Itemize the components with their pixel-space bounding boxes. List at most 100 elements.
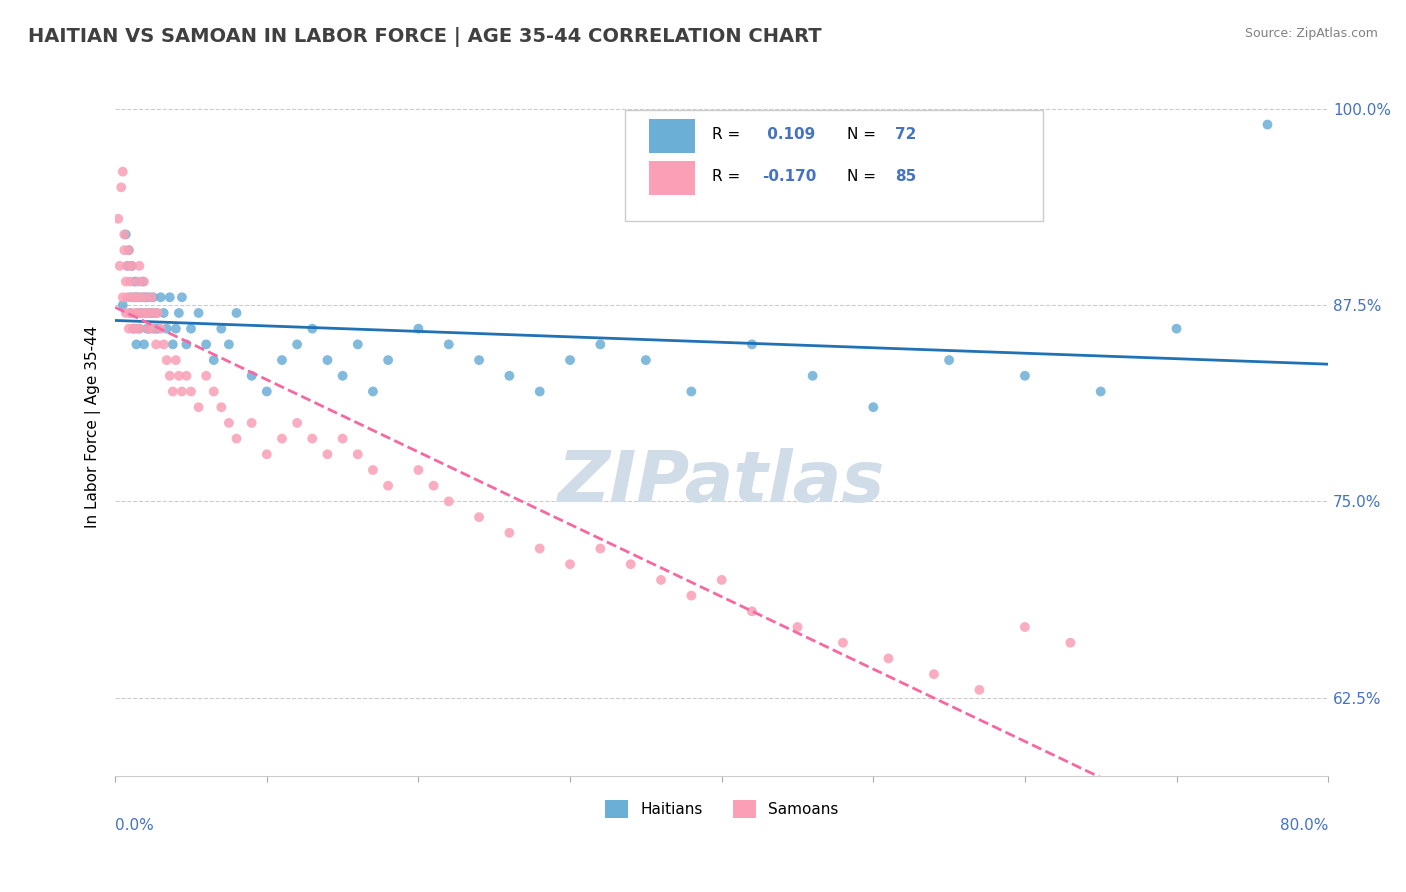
Point <box>145 306 167 320</box>
Point <box>149 290 172 304</box>
Point <box>125 337 148 351</box>
Text: ZIPatlas: ZIPatlas <box>558 448 886 517</box>
Point <box>377 353 399 368</box>
Point <box>202 384 225 399</box>
Point <box>498 368 520 383</box>
Point <box>156 353 179 368</box>
Point <box>285 416 308 430</box>
Legend: Haitians, Samoans: Haitians, Samoans <box>599 794 845 824</box>
Point <box>128 321 150 335</box>
Point <box>117 290 139 304</box>
Point <box>187 306 209 320</box>
Point <box>129 290 152 304</box>
FancyBboxPatch shape <box>624 111 1043 220</box>
Point <box>1014 368 1036 383</box>
Point <box>136 321 159 335</box>
Point <box>218 337 240 351</box>
Point <box>529 384 551 399</box>
Point <box>143 306 166 320</box>
Point <box>125 290 148 304</box>
Point <box>124 306 146 320</box>
Point <box>124 290 146 304</box>
Point <box>122 321 145 335</box>
Point <box>681 384 703 399</box>
Point <box>1166 321 1188 335</box>
Text: -0.170: -0.170 <box>762 169 815 184</box>
Point <box>332 432 354 446</box>
Point <box>408 463 430 477</box>
Point <box>117 259 139 273</box>
Point <box>180 321 202 335</box>
Point <box>202 353 225 368</box>
Point <box>120 275 142 289</box>
Text: 85: 85 <box>896 169 917 184</box>
Point <box>118 243 141 257</box>
Point <box>187 400 209 414</box>
Point <box>346 447 368 461</box>
Point <box>786 620 808 634</box>
Point <box>139 306 162 320</box>
Point <box>271 353 294 368</box>
Point <box>240 368 263 383</box>
Point <box>558 353 581 368</box>
Point <box>529 541 551 556</box>
Y-axis label: In Labor Force | Age 35-44: In Labor Force | Age 35-44 <box>86 326 101 528</box>
Text: 72: 72 <box>896 128 917 142</box>
Point <box>180 384 202 399</box>
Point <box>195 337 218 351</box>
FancyBboxPatch shape <box>650 161 695 194</box>
Point <box>128 259 150 273</box>
Point <box>225 432 247 446</box>
Point <box>377 479 399 493</box>
Point <box>139 306 162 320</box>
Point <box>132 337 155 351</box>
Point <box>170 290 193 304</box>
Point <box>741 337 763 351</box>
Point <box>143 321 166 335</box>
Point <box>134 290 156 304</box>
Point <box>121 259 143 273</box>
Point <box>589 337 612 351</box>
Point <box>316 353 339 368</box>
Point <box>111 290 134 304</box>
Text: R =: R = <box>711 128 745 142</box>
Point <box>361 384 384 399</box>
Point <box>146 321 169 335</box>
Point <box>301 321 323 335</box>
Point <box>142 321 165 335</box>
Point <box>422 479 444 493</box>
Point <box>634 353 657 368</box>
Point <box>129 306 152 320</box>
Point <box>1105 808 1128 822</box>
Point <box>127 290 149 304</box>
Point <box>138 321 160 335</box>
Point <box>167 306 190 320</box>
Point <box>176 368 198 383</box>
Point <box>408 321 430 335</box>
Point <box>118 243 141 257</box>
Point <box>136 306 159 320</box>
Point <box>1256 118 1278 132</box>
Point <box>149 321 172 335</box>
Point <box>620 558 643 572</box>
Point <box>127 275 149 289</box>
Point <box>131 290 153 304</box>
Point <box>127 306 149 320</box>
Point <box>127 306 149 320</box>
Text: Source: ZipAtlas.com: Source: ZipAtlas.com <box>1244 27 1378 40</box>
Point <box>110 180 132 194</box>
Point <box>498 525 520 540</box>
Point <box>117 259 139 273</box>
Point <box>124 290 146 304</box>
Point <box>209 321 232 335</box>
Point <box>256 384 278 399</box>
Point <box>165 321 187 335</box>
Text: HAITIAN VS SAMOAN IN LABOR FORCE | AGE 35-44 CORRELATION CHART: HAITIAN VS SAMOAN IN LABOR FORCE | AGE 3… <box>28 27 821 46</box>
Point <box>139 321 162 335</box>
Point <box>256 447 278 461</box>
Point <box>141 306 163 320</box>
Point <box>131 275 153 289</box>
Point <box>170 384 193 399</box>
Point <box>271 432 294 446</box>
Point <box>122 321 145 335</box>
